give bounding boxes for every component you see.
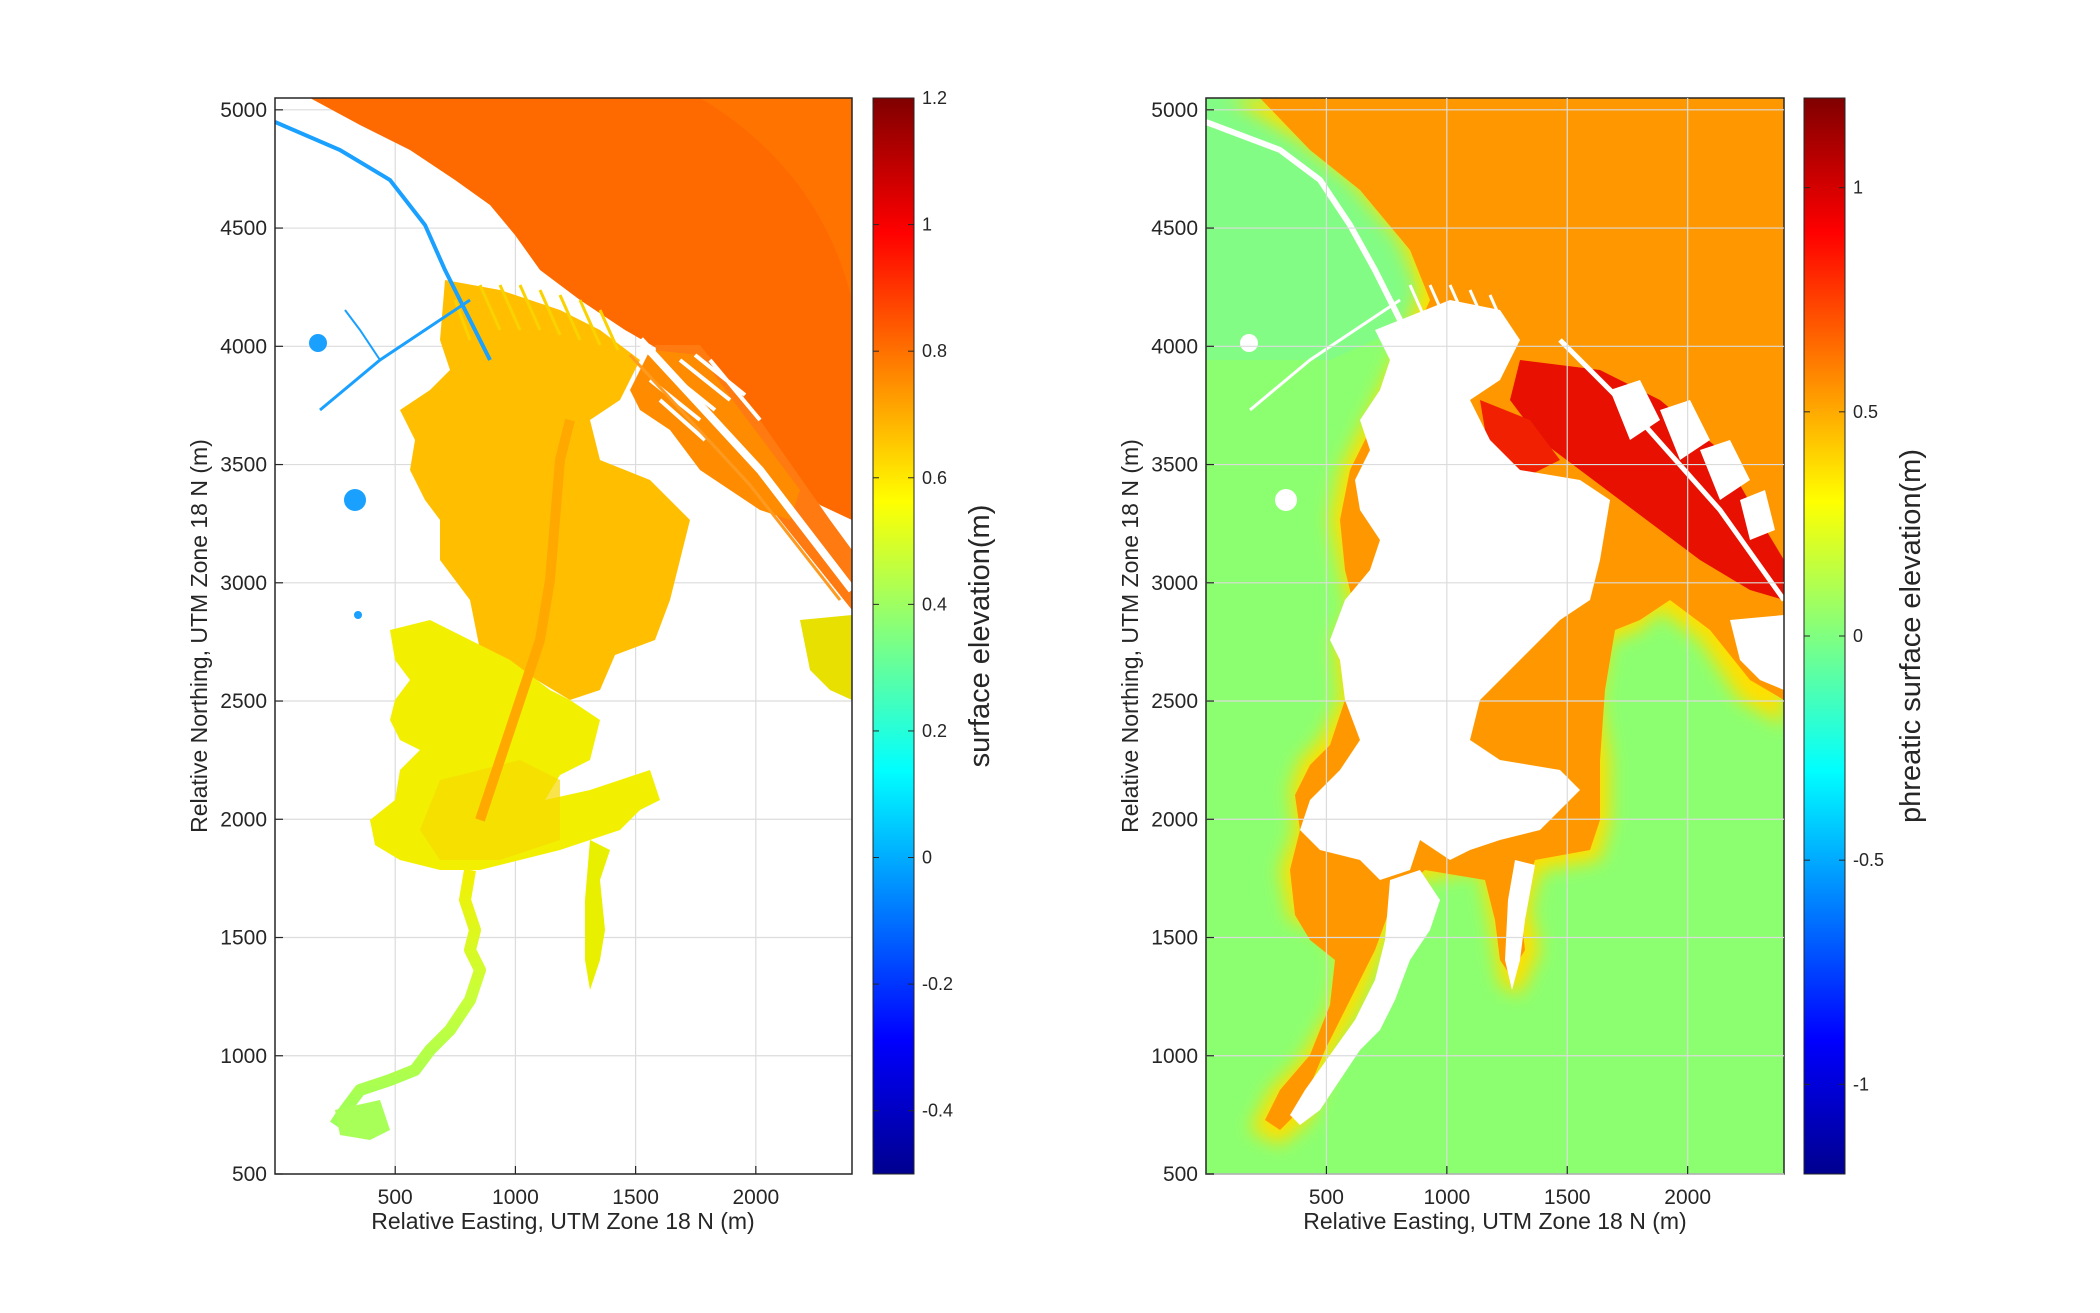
y-tick-label: 4500	[220, 217, 267, 240]
left-axes-box	[274, 97, 853, 1175]
colorbar-tick-label: 0.4	[922, 594, 947, 614]
blue-pond-3	[354, 611, 362, 619]
x-tick-label: 1500	[1544, 1186, 1591, 1209]
eastern-marsh	[630, 350, 800, 520]
blue-pond-2	[344, 489, 366, 511]
southeast-branch	[585, 840, 610, 990]
left-ticks: 500 1000 1500 2000 500 1000 1500 2000 2500 3000 35…	[220, 99, 779, 1209]
colorbar-tick-label: -0.4	[922, 1101, 953, 1121]
ocean-shading	[700, 98, 852, 300]
ocean-region	[310, 98, 852, 520]
right-road	[1206, 119, 1423, 362]
right-phreatic-map	[1206, 98, 1784, 1145]
colorbar-tick-label: 1.2	[922, 88, 947, 108]
y-tick-label: 2000	[1151, 808, 1198, 831]
right-ylabel: Relative Northing, UTM Zone 18 N (m)	[1117, 439, 1143, 833]
colorbar-tick-label: -0.5	[1853, 850, 1884, 870]
left-colorbar-ticks: -0.4 -0.2 0 0.2 0.4 0.6 0.8 1 1.2	[873, 88, 953, 1121]
x-tick-label: 500	[1309, 1186, 1344, 1209]
northwest-ditch-3	[344, 309, 381, 361]
left-colorbar-label: surface elevation(m)	[964, 505, 996, 768]
left-xlabel: Relative Easting, UTM Zone 18 N (m)	[371, 1208, 754, 1234]
y-tick-label: 4500	[1151, 217, 1198, 240]
road-edge	[628, 353, 842, 601]
left-colorbar	[872, 97, 915, 1175]
right-grid	[1206, 98, 1784, 1175]
x-tick-label: 1000	[492, 1186, 539, 1209]
y-tick-label: 500	[1163, 1163, 1198, 1186]
left-surface-map	[275, 98, 852, 1140]
marsh-interior-south	[1290, 870, 1440, 1125]
y-tick-label: 2000	[220, 808, 267, 831]
right-ditch	[1249, 298, 1401, 412]
x-tick-label: 2000	[732, 1186, 779, 1209]
creek-mouth	[335, 1100, 390, 1140]
y-tick-label: 3500	[1151, 454, 1198, 477]
barrier-road	[637, 337, 852, 593]
colorbar-tick-label: 0	[922, 848, 932, 868]
y-tick-label: 3000	[1151, 572, 1198, 595]
colorbar-tick-label: 0.8	[922, 341, 947, 361]
x-tick-label: 1500	[612, 1186, 659, 1209]
northwest-ditch-2	[319, 298, 471, 412]
y-tick-label: 3000	[220, 572, 267, 595]
marsh-interior	[1300, 300, 1610, 880]
colorbar-tick-label: 0.5	[1853, 402, 1878, 422]
y-tick-label: 5000	[220, 99, 267, 122]
y-tick-label: 1000	[1151, 1045, 1198, 1068]
right-plot: 500 1000 1500 2000 500 1000 1500 2000 2500 3000 35…	[1117, 97, 1927, 1234]
y-tick-label: 2500	[1151, 690, 1198, 713]
white-pond-2	[1275, 489, 1297, 511]
right-colorbar	[1803, 97, 1846, 1175]
central-marsh	[400, 280, 690, 700]
y-tick-label: 4000	[220, 335, 267, 358]
southern-marsh-shade	[420, 760, 560, 860]
right-east-fragment	[1730, 615, 1784, 690]
marsh-interior-southeast	[1505, 860, 1535, 990]
colorbar-tick-label: 1	[1853, 178, 1863, 198]
colorbar-tick-label: -0.2	[922, 974, 953, 994]
marsh-lines	[453, 284, 620, 351]
x-tick-label: 500	[378, 1186, 413, 1209]
y-tick-label: 3500	[220, 454, 267, 477]
right-xlabel: Relative Easting, UTM Zone 18 N (m)	[1303, 1208, 1686, 1234]
left-ylabel: Relative Northing, UTM Zone 18 N (m)	[186, 439, 212, 833]
y-tick-label: 1500	[220, 927, 267, 950]
colorbar-tick-label: 0.6	[922, 468, 947, 488]
eastern-white-islands	[1610, 380, 1775, 540]
y-tick-label: 500	[232, 1163, 267, 1186]
y-tick-label: 1000	[220, 1045, 267, 1068]
colorbar-tick-label: 1	[922, 215, 932, 235]
east-fragment	[800, 615, 852, 700]
white-pond-1	[1240, 334, 1258, 352]
tidal-creek	[330, 869, 486, 1129]
right-colorbar-label: phreatic surface elevation(m)	[1895, 449, 1927, 823]
y-tick-label: 4000	[1151, 335, 1198, 358]
y-tick-label: 1500	[1151, 927, 1198, 950]
colorbar-tick-label: 0	[1853, 626, 1863, 646]
x-tick-label: 1000	[1423, 1186, 1470, 1209]
blue-pond-1	[309, 334, 327, 352]
colorbar-tick-label: -1	[1853, 1074, 1869, 1094]
red-zone	[1510, 360, 1784, 600]
left-plot: 500 1000 1500 2000 500 1000 1500 2000 2500 3000 35…	[186, 88, 996, 1234]
x-tick-label: 2000	[1664, 1186, 1711, 1209]
right-ticks: 500 1000 1500 2000 500 1000 1500 2000 2500 3000 35…	[1151, 99, 1711, 1209]
northwest-lighter	[1206, 98, 1420, 360]
y-tick-label: 5000	[1151, 99, 1198, 122]
right-colorbar-ticks: -1 -0.5 0 0.5 1	[1804, 178, 1884, 1094]
main-channel	[475, 418, 575, 822]
y-tick-label: 2500	[220, 690, 267, 713]
right-ditches	[1408, 284, 1512, 341]
colorbar-tick-label: 0.2	[922, 721, 947, 741]
northwest-ditch	[275, 120, 492, 361]
